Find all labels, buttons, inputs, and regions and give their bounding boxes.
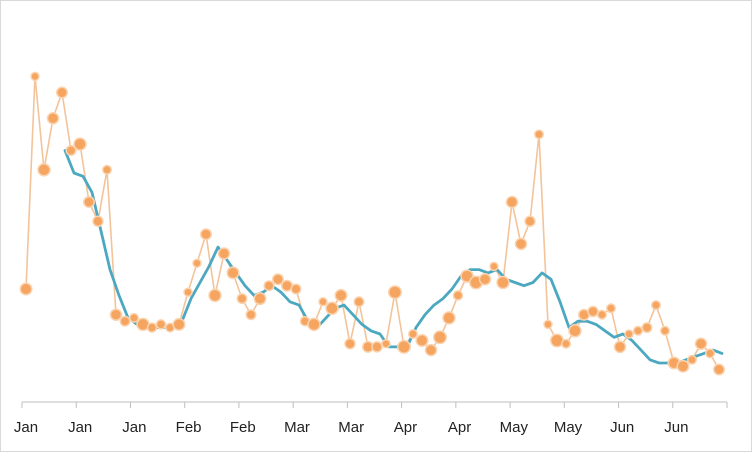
observation-point — [613, 340, 627, 354]
observation-point — [397, 339, 411, 354]
observation-point — [226, 266, 240, 280]
x-tick-label: Feb — [176, 419, 202, 436]
observation-point — [543, 319, 553, 330]
observation-point — [109, 308, 123, 321]
observation-point — [694, 337, 708, 350]
x-tick-label: Apr — [448, 419, 471, 436]
observation-point — [129, 312, 139, 323]
x-tick-label: Jan — [68, 419, 92, 436]
observation-point — [253, 292, 267, 306]
observations-connector — [25, 75, 720, 370]
x-tick-labels: Jan Jan Jan Feb Feb Mar Mar Apr Apr May May Jun Jun — [14, 419, 689, 436]
x-tick-label: Mar — [284, 419, 310, 436]
observation-point — [534, 129, 544, 140]
observation-point — [505, 195, 519, 209]
observation-point — [325, 301, 339, 316]
observation-point — [318, 297, 328, 307]
observation-points — [19, 71, 725, 376]
observation-point — [514, 237, 528, 251]
observation-point — [587, 305, 599, 318]
observation-point — [568, 324, 582, 338]
observation-point — [263, 280, 275, 292]
observation-point — [452, 290, 464, 301]
x-tick-label: Jun — [610, 419, 634, 436]
observation-point — [46, 112, 60, 125]
x-tick-label: Mar — [338, 419, 364, 436]
x-tick-label: Jan — [122, 419, 146, 436]
observation-point — [442, 311, 456, 325]
observation-point — [73, 137, 87, 151]
observation-point — [489, 261, 499, 272]
observation-point — [19, 282, 33, 296]
observation-point — [424, 343, 438, 357]
observation-point — [415, 334, 429, 347]
observation-point — [524, 215, 536, 228]
observation-point — [290, 283, 302, 295]
moving-average-layer — [63, 149, 724, 365]
x-tick-label: Jan — [14, 419, 38, 436]
observation-point — [371, 341, 383, 353]
observation-point — [561, 338, 571, 349]
observation-point — [496, 275, 510, 290]
observation-point — [192, 258, 202, 268]
observation-point — [272, 273, 284, 286]
observation-point — [307, 317, 321, 332]
observation-point — [597, 309, 607, 320]
observation-point — [660, 325, 670, 336]
observation-point — [37, 163, 51, 177]
observation-point — [334, 288, 348, 302]
x-tick-label: Feb — [230, 419, 256, 436]
x-tick-label: Apr — [394, 419, 417, 436]
observation-point — [30, 71, 40, 82]
observation-point — [388, 285, 402, 300]
observation-point — [408, 329, 418, 339]
observation-point — [478, 273, 492, 286]
observation-point — [641, 322, 653, 334]
observation-point — [56, 86, 68, 99]
observation-point — [146, 322, 158, 333]
x-tick-label: May — [500, 419, 529, 436]
x-tick-label: May — [554, 419, 583, 436]
observation-point — [624, 329, 634, 339]
observations-line — [25, 75, 720, 370]
observation-point — [217, 247, 231, 260]
observation-point — [676, 359, 690, 373]
observation-point — [433, 330, 447, 345]
x-axis — [21, 401, 728, 408]
observation-point — [183, 287, 193, 297]
moving-average-line — [63, 149, 724, 365]
observation-point — [633, 325, 643, 336]
x-tick-label: Jun — [664, 419, 688, 436]
observation-point — [245, 309, 257, 321]
observation-point — [208, 288, 222, 303]
observation-point — [687, 354, 697, 365]
observation-point — [344, 337, 356, 350]
observation-point — [155, 319, 167, 330]
observation-point — [65, 145, 77, 156]
observation-point — [172, 317, 186, 331]
observation-point — [92, 215, 104, 228]
observation-point — [200, 228, 212, 241]
observation-point — [353, 296, 365, 308]
observation-point — [236, 293, 248, 305]
observation-point — [102, 164, 112, 175]
observation-point — [83, 196, 95, 208]
observation-point — [651, 300, 661, 311]
observation-point — [713, 363, 725, 376]
observation-point — [606, 303, 616, 314]
observation-point — [119, 315, 131, 327]
observation-point — [705, 348, 715, 359]
observation-point — [381, 338, 391, 349]
